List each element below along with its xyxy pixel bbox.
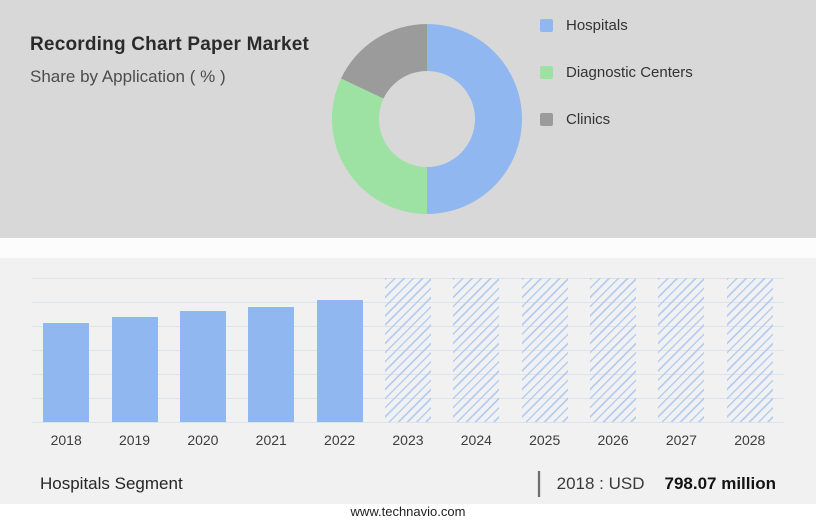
bar-2025-forecast <box>521 278 568 422</box>
page-subtitle: Share by Application ( % ) <box>30 67 226 86</box>
x-axis-label-2022: 2022 <box>324 432 356 448</box>
page-title: Recording Chart Paper Market <box>30 34 310 55</box>
x-axis-label-2024: 2024 <box>460 432 492 448</box>
bar-2028-forecast <box>726 278 773 422</box>
x-axis-label-2027: 2027 <box>665 432 697 448</box>
bar-slot <box>716 278 784 422</box>
donut-chart-wrap <box>330 0 524 238</box>
header-panel: Recording Chart Paper Market Share by Ap… <box>0 0 816 238</box>
title-block: Recording Chart Paper Market Share by Ap… <box>0 0 330 238</box>
legend: Hospitals Diagnostic Centers Clinics <box>540 0 693 238</box>
bar-slot <box>169 278 237 422</box>
legend-swatch-icon <box>540 113 553 126</box>
divider-band <box>0 238 816 258</box>
bar-slot <box>442 278 510 422</box>
bar-2023-forecast <box>384 278 431 422</box>
legend-label: Hospitals <box>566 17 628 34</box>
bar-2022 <box>316 299 363 422</box>
footer-value-group: | 2018 : USD 798.07 million <box>535 466 777 498</box>
bars-row <box>32 278 784 422</box>
segment-label: Hospitals Segment <box>40 474 183 493</box>
bar-slot <box>647 278 715 422</box>
bar-chart-plot <box>32 278 784 423</box>
x-axis-label-2018: 2018 <box>50 432 82 448</box>
donut-segment-clinics <box>341 24 427 99</box>
donut-chart <box>331 24 522 214</box>
x-axis-label-2026: 2026 <box>597 432 629 448</box>
bar-slot <box>511 278 579 422</box>
bar-2021 <box>248 306 295 422</box>
bar-chart-panel: 2018 2019 2020 2021 2022 2023 2024 2025 2026 2027… <box>0 258 816 504</box>
bar-2026-forecast <box>590 278 637 422</box>
bar-2027-forecast <box>658 278 705 422</box>
x-axis-label-2025: 2025 <box>529 432 561 448</box>
bar-2018 <box>43 322 90 422</box>
x-axis-label-2023: 2023 <box>392 432 424 448</box>
legend-swatch-icon <box>540 66 553 79</box>
gridline <box>32 422 784 423</box>
legend-item-diagnostic-centers: Diagnostic Centers <box>540 64 693 81</box>
bottom-band: www.technavio.com <box>0 504 816 528</box>
bar-slot <box>32 278 100 422</box>
legend-item-hospitals: Hospitals <box>540 17 693 34</box>
x-axis-label-2021: 2021 <box>255 432 287 448</box>
donut-segment-diagnostic-centers <box>331 78 427 214</box>
bar-slot <box>374 278 442 422</box>
separator: | <box>535 466 543 497</box>
legend-label: Diagnostic Centers <box>566 64 693 81</box>
legend-item-clinics: Clinics <box>540 111 693 128</box>
bar-2020 <box>179 311 226 422</box>
bar-slot <box>100 278 168 422</box>
bar-2019 <box>111 316 158 422</box>
x-axis-label-2028: 2028 <box>734 432 766 448</box>
x-axis-label-2019: 2019 <box>118 432 151 448</box>
x-axis-labels: 2018 2019 2020 2021 2022 2023 2024 2025 2026 2027… <box>32 432 784 448</box>
website-link[interactable]: www.technavio.com <box>350 504 466 519</box>
value-prefix: 2018 : USD <box>556 474 645 493</box>
footer-row: Hospitals Segment | 2018 : USD 798.07 mi… <box>32 466 784 498</box>
legend-label: Clinics <box>566 111 611 128</box>
bar-2024-forecast <box>453 278 500 422</box>
legend-swatch-icon <box>540 19 553 32</box>
bar-slot <box>237 278 305 422</box>
bar-slot <box>305 278 373 422</box>
donut-segment-hospitals <box>427 24 522 214</box>
value-amount: 798.07 million <box>664 474 777 493</box>
x-axis-label-2020: 2020 <box>187 432 219 448</box>
bar-slot <box>579 278 647 422</box>
